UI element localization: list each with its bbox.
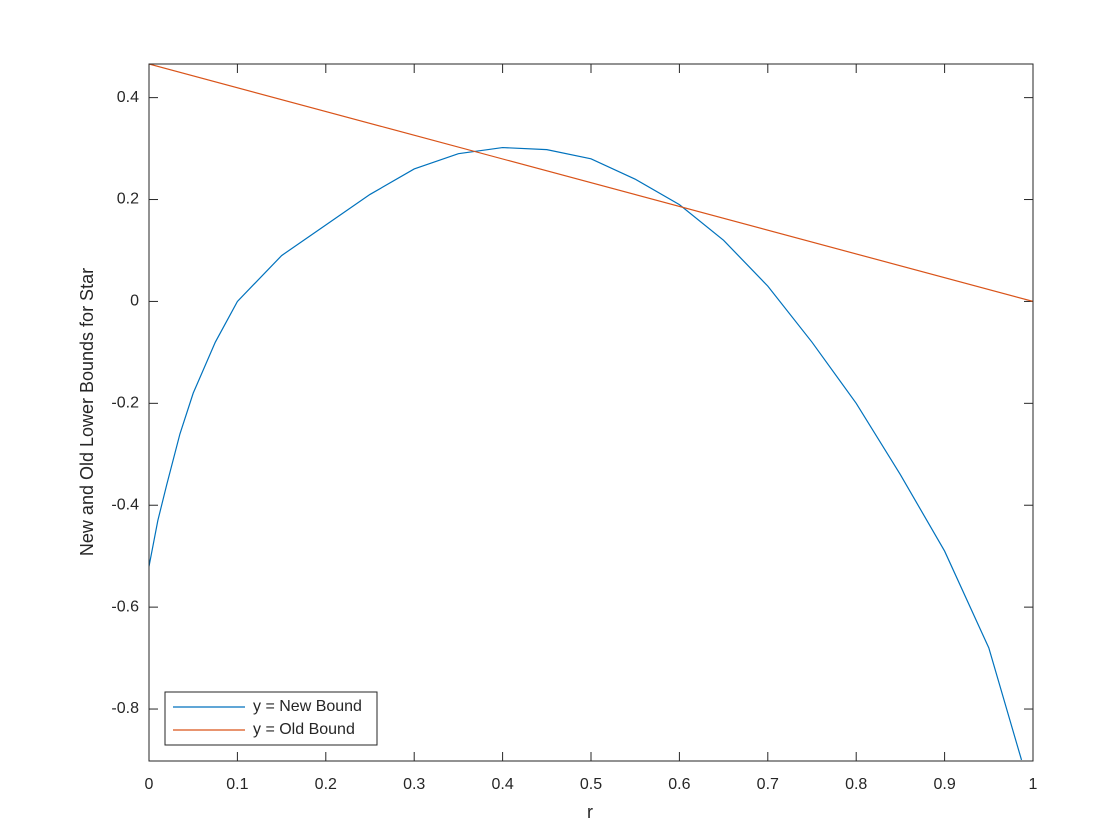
plot-frame <box>148 63 1034 762</box>
series-line <box>149 64 1033 303</box>
x-tick-label: 0.4 <box>491 776 513 793</box>
x-tick-label: 0.9 <box>933 776 955 793</box>
x-tick-label: 0 <box>145 776 154 793</box>
y-tick-label: 0.2 <box>117 191 139 208</box>
x-tick-label: 0.8 <box>845 776 867 793</box>
legend-label: y = New Bound <box>253 698 362 715</box>
y-tick-label: -0.2 <box>111 395 139 412</box>
x-tick-label: 0.3 <box>403 776 425 793</box>
y-tick-label: 0.4 <box>117 89 139 106</box>
y-tick-label: -0.4 <box>111 496 139 513</box>
x-tick-label: 0.5 <box>580 776 602 793</box>
y-tick-label: 0 <box>130 293 139 310</box>
x-tick-label: 1 <box>1029 776 1038 793</box>
legend-box <box>164 691 378 746</box>
x-tick-label: 0.2 <box>315 776 337 793</box>
series-line <box>149 146 1023 761</box>
legend-label: y = Old Bound <box>253 721 355 738</box>
x-axis-label: r <box>587 802 593 822</box>
x-tick-label: 0.6 <box>668 776 690 793</box>
x-tick-label: 0.1 <box>226 776 248 793</box>
y-tick-label: -0.6 <box>111 598 139 615</box>
x-tick-label: 0.7 <box>757 776 779 793</box>
y-tick-label: -0.8 <box>111 700 139 717</box>
y-axis-label: New and Old Lower Bounds for Star <box>77 268 97 556</box>
